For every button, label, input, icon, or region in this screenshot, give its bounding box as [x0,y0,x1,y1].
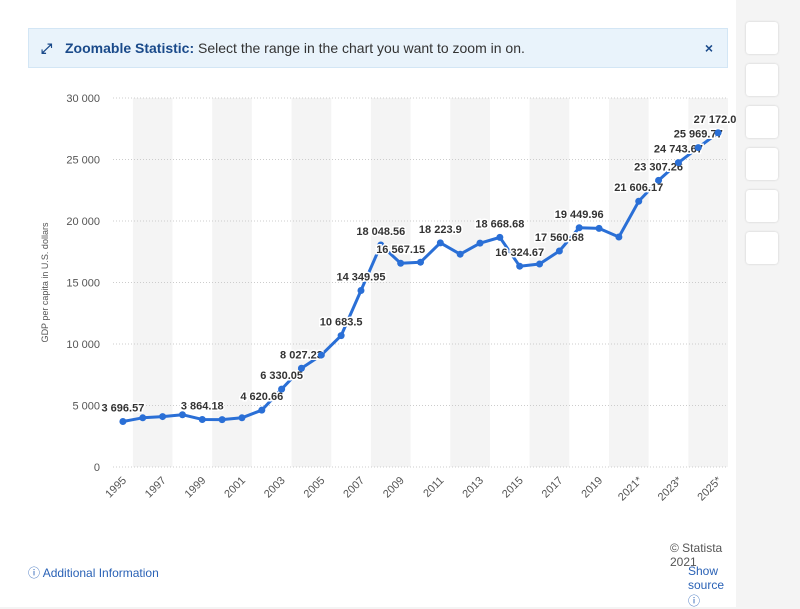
value-label: 27 172.06 [694,114,736,126]
x-tick-label: 2009 [381,475,407,501]
close-button[interactable]: × [704,40,713,56]
value-label: 6 330.05 [260,370,303,382]
x-tick-label: 2021* [616,474,645,503]
value-label: 16 324.67 [495,247,544,259]
source-text: Show source [688,564,725,592]
value-label: 25 969.77 [674,129,723,141]
show-source[interactable]: Show source ⓘ [688,564,725,608]
info-text: Additional Information [42,566,159,580]
chart: 0 5 000 10 000 15 000 20 000 25 000 30 000 GDP … [40,93,736,503]
point [536,260,544,268]
cite-button[interactable] [746,190,778,222]
x-tick-label: 2005 [302,475,328,501]
x-tick-label: 2001 [222,475,248,501]
y-tick-label: 15 000 [66,278,100,290]
print-button[interactable] [746,232,778,264]
value-label: 17 560.68 [535,232,584,244]
x-tick-label: 1995 [103,475,129,501]
settings-button[interactable] [746,106,778,138]
value-label: 8 027.23 [280,349,323,361]
point [714,129,722,137]
y-tick-label: 10 000 [66,339,100,351]
value-label: 23 307.26 [634,161,683,173]
banner-text: Select the range in the chart you want t… [198,40,525,56]
value-label: 3 696.57 [102,403,145,415]
x-tick-label: 2025* [695,474,724,503]
point [595,224,603,232]
point [337,332,345,340]
y-axis-label: GDP per capita in U.S. dollars [40,222,50,342]
point [476,239,484,247]
point [436,239,444,247]
value-label: 24 743.67 [654,144,703,156]
value-label: 21 606.17 [614,182,663,194]
point [575,224,583,232]
point [297,364,305,372]
y-tick-label: 20 000 [66,216,100,228]
point [496,233,504,241]
band [688,98,728,467]
x-tick-label: 2003 [262,475,288,501]
point [159,413,167,421]
point [317,351,325,359]
point [238,414,246,422]
copyright: © Statista 2021 [670,541,723,569]
value-label: 18 048.56 [356,226,405,238]
value-label: 14 349.95 [337,271,386,283]
value-label: 18 668.68 [475,218,524,230]
point [516,262,524,270]
x-tick-label: 2017 [540,475,566,501]
alert-button[interactable] [746,64,778,96]
x-tick-label: 1997 [143,475,169,501]
x-tick-label: 2023* [656,474,685,503]
point [357,286,365,294]
point [139,414,147,422]
value-label: 4 620.66 [240,391,283,403]
point [198,415,206,423]
x-tick-label: 2015 [500,475,526,501]
point [178,411,186,419]
point [278,385,286,393]
x-tick-label: 1999 [183,475,209,501]
point [258,406,266,414]
point [615,233,623,241]
y-tick-label: 25 000 [66,155,100,167]
value-label: 16 567.15 [376,244,425,256]
point [456,250,464,258]
y-tick-label: 5 000 [72,401,100,413]
card: ⤢ Zoomable Statistic: Select the range in… [0,0,736,608]
star-button[interactable] [746,22,778,54]
point [377,241,385,249]
point [397,259,405,267]
point [655,176,663,184]
value-label: 10 683.5 [320,317,363,329]
value-label: 18 223.9 [419,224,462,236]
additional-info[interactable]: ⓘ Additional Information [28,566,159,580]
point [417,258,424,266]
y-tick-label: 0 [94,462,100,474]
y-tick-label: 30 000 [66,93,100,105]
point [674,159,682,167]
x-tick-label: 2011 [421,475,446,500]
x-tick-label: 2013 [460,475,486,501]
value-label: 19 449.96 [555,209,604,221]
x-tick-label: 2007 [341,475,367,501]
x-tick-label: 2019 [579,475,605,501]
point [218,416,226,424]
point [635,197,643,205]
point [694,144,702,152]
banner-label: Zoomable Statistic: [65,40,195,56]
band [608,98,649,467]
point [555,247,563,255]
point [119,418,127,426]
zoom-banner: ⤢ Zoomable Statistic: Select the range in… [28,28,728,68]
share-button[interactable] [746,148,778,180]
value-label: 3 864.18 [181,400,224,412]
